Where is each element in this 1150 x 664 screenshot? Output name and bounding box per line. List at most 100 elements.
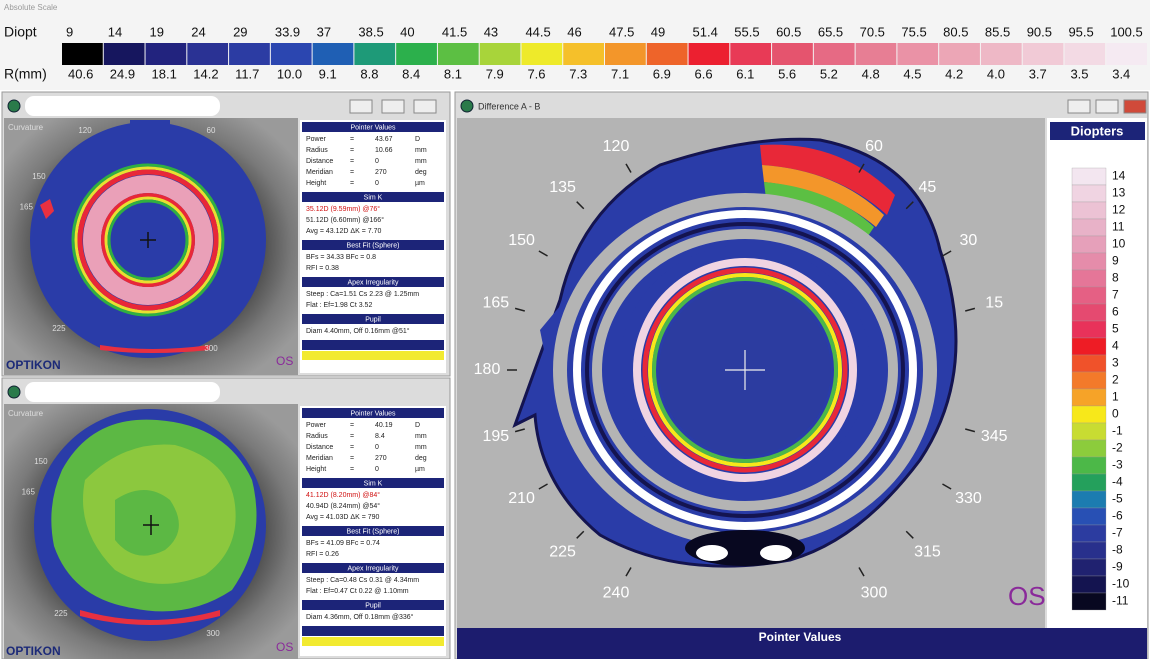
- legend-label: 3: [1112, 356, 1119, 370]
- section-header: [302, 240, 444, 250]
- legend-label: -2: [1112, 441, 1123, 455]
- r-value: 4.0: [987, 66, 1005, 81]
- name-field[interactable]: [25, 382, 220, 402]
- section-header: [302, 600, 444, 610]
- max-button[interactable]: [381, 99, 405, 114]
- close-button[interactable]: [1123, 99, 1147, 114]
- meridian-label: 120: [78, 126, 92, 135]
- panel-line: RFI = 0.26: [306, 551, 339, 558]
- panel-cell: D: [415, 422, 420, 429]
- map-view: [457, 118, 1045, 628]
- scale-swatch: [479, 43, 521, 65]
- panel-cell: =: [350, 444, 354, 451]
- r-value: 3.4: [1112, 66, 1130, 81]
- legend-label: 1: [1112, 390, 1119, 404]
- meridian-tick: [576, 530, 585, 539]
- panel-cell: Radius: [306, 147, 328, 154]
- max-button[interactable]: [1095, 99, 1119, 114]
- diopt-value: 70.5: [860, 24, 885, 39]
- meridian-label: 120: [603, 138, 630, 155]
- panel-cell: Power: [306, 136, 327, 143]
- panel-cell: deg: [415, 169, 427, 176]
- diopt-value: 65.5: [818, 24, 843, 39]
- map-labels: 150 165 225 300 Curvature OPTIKON OS: [6, 409, 293, 658]
- legend-label: 11: [1112, 220, 1125, 234]
- ring: [652, 277, 838, 463]
- meridian-tick: [965, 428, 976, 433]
- legend-swatch: [1071, 337, 1107, 356]
- scale-swatch: [396, 43, 437, 65]
- r-value: 7.3: [569, 66, 587, 81]
- scale-swatch: [855, 43, 897, 65]
- r-value: 18.1: [152, 66, 177, 81]
- meridian-label: 225: [54, 609, 68, 618]
- panel-line: Avg = 41.03D ΔK = 790: [306, 514, 380, 521]
- diopt-value: 46: [567, 24, 581, 39]
- section-header: [302, 192, 444, 202]
- meridian-label: 300: [206, 629, 220, 638]
- meridian-label: 195: [482, 428, 509, 445]
- section-title: Sim K: [364, 480, 383, 487]
- diopt-label: Diopt: [4, 24, 37, 40]
- panel-cell: Height: [306, 466, 326, 473]
- r-label: R(mm): [4, 66, 47, 82]
- r-value: 14.2: [193, 66, 218, 81]
- legend-label: 7: [1112, 288, 1119, 302]
- r-value: 40.6: [68, 66, 93, 81]
- meridian-tick: [942, 250, 952, 257]
- ring: [71, 163, 225, 317]
- meridian-tick: [576, 201, 585, 210]
- legend-swatch: [1071, 473, 1107, 492]
- icon: [7, 385, 21, 399]
- r-value: 6.9: [653, 66, 671, 81]
- diopt-value: 14: [108, 24, 122, 39]
- panel-line: BFs = 34.33 BFc = 0.8: [306, 254, 376, 261]
- eye-label: OS: [1008, 581, 1046, 611]
- legend-header: [1050, 122, 1145, 140]
- legend-swatch: [1071, 507, 1107, 526]
- ring: [585, 222, 905, 518]
- meridian-label: 60: [865, 138, 883, 155]
- meridian-label: 45: [919, 179, 937, 196]
- section-title: Sim K: [364, 194, 383, 201]
- legend: 14131211109876543210-1-2-3-4-5-6-7-8-9-1…: [1071, 167, 1130, 611]
- legend-title: Diopters: [1071, 123, 1124, 138]
- meridian-label: 150: [508, 232, 535, 249]
- panel-cell: =: [350, 180, 354, 187]
- crosshair: [140, 232, 156, 248]
- meridian-tick: [858, 163, 865, 173]
- panel-cell: =: [350, 433, 354, 440]
- meridian-tick: [538, 483, 548, 490]
- legend-swatch: [1071, 422, 1107, 441]
- meridian-label: 300: [861, 585, 888, 602]
- panel-line: Avg = 43.12D ΔK = 7.70: [306, 228, 381, 235]
- panel-line: 40.94D (8.24mm) @54°: [306, 502, 380, 510]
- meridian-tick: [858, 567, 865, 577]
- legend-swatch: [1071, 252, 1107, 271]
- section-header: [302, 122, 444, 132]
- legend-swatch: [1071, 575, 1107, 594]
- map-label: Curvature: [8, 409, 44, 418]
- close-button[interactable]: [413, 99, 437, 114]
- r-value: 7.6: [527, 66, 545, 81]
- diff-area: [760, 545, 792, 561]
- meridian-label: 30: [960, 232, 978, 249]
- section-header: [302, 408, 444, 418]
- panel-line: Flat : Ef=1.98 Ct 3.52: [306, 302, 372, 309]
- map-notch: [130, 120, 170, 128]
- meridian-tick: [514, 428, 525, 433]
- meridian-tick: [905, 530, 914, 539]
- meridian-label: 135: [549, 179, 576, 196]
- panel-line: Steep : Ca=1.51 Cs 2.23 @ 1.25mm: [306, 291, 419, 298]
- ring: [77, 169, 219, 311]
- min-button[interactable]: [1067, 99, 1091, 114]
- r-value: 3.5: [1070, 66, 1088, 81]
- legend-label: 14: [1112, 169, 1126, 183]
- ring: [83, 175, 213, 305]
- name-field[interactable]: [25, 96, 220, 116]
- min-button[interactable]: [349, 99, 373, 114]
- icon: [460, 99, 474, 113]
- panel-cell: =: [350, 466, 354, 473]
- legend-label: 10: [1112, 237, 1126, 251]
- legend-swatch: [1071, 218, 1107, 237]
